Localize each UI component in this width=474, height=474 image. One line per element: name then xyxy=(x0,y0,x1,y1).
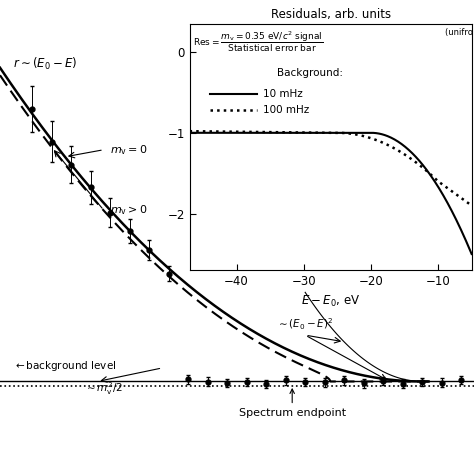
Text: $m_{\rm v} = 0$: $m_{\rm v} = 0$ xyxy=(110,143,148,156)
Text: $\mathrm{Res} = \dfrac{m_{\rm v} = 0.35\ \mathrm{eV}/c^2\ \mathrm{signal}}{\math: $\mathrm{Res} = \dfrac{m_{\rm v} = 0.35\… xyxy=(193,29,323,54)
Text: Background:: Background: xyxy=(277,68,343,78)
Text: $m_{\rm v} > 0$: $m_{\rm v} > 0$ xyxy=(110,203,148,217)
Text: $\sim (E_0 - E)^2$: $\sim (E_0 - E)^2$ xyxy=(276,316,334,331)
Text: 100 mHz: 100 mHz xyxy=(264,105,310,115)
Text: (unifrorm measurement ti: (unifrorm measurement ti xyxy=(445,28,474,37)
Text: $\leftarrow$background level: $\leftarrow$background level xyxy=(13,359,117,373)
Title: Residuals, arb. units: Residuals, arb. units xyxy=(271,8,391,21)
X-axis label: $E - E_0$, eV: $E - E_0$, eV xyxy=(301,293,360,309)
Text: Spectrum endpoint: Spectrum endpoint xyxy=(238,389,346,418)
Text: 10 mHz: 10 mHz xyxy=(264,89,303,99)
Text: $\sim m_{\rm v}^2/2$: $\sim m_{\rm v}^2/2$ xyxy=(84,380,123,397)
Text: $r \sim (E_0 - E)$: $r \sim (E_0 - E)$ xyxy=(13,56,77,72)
